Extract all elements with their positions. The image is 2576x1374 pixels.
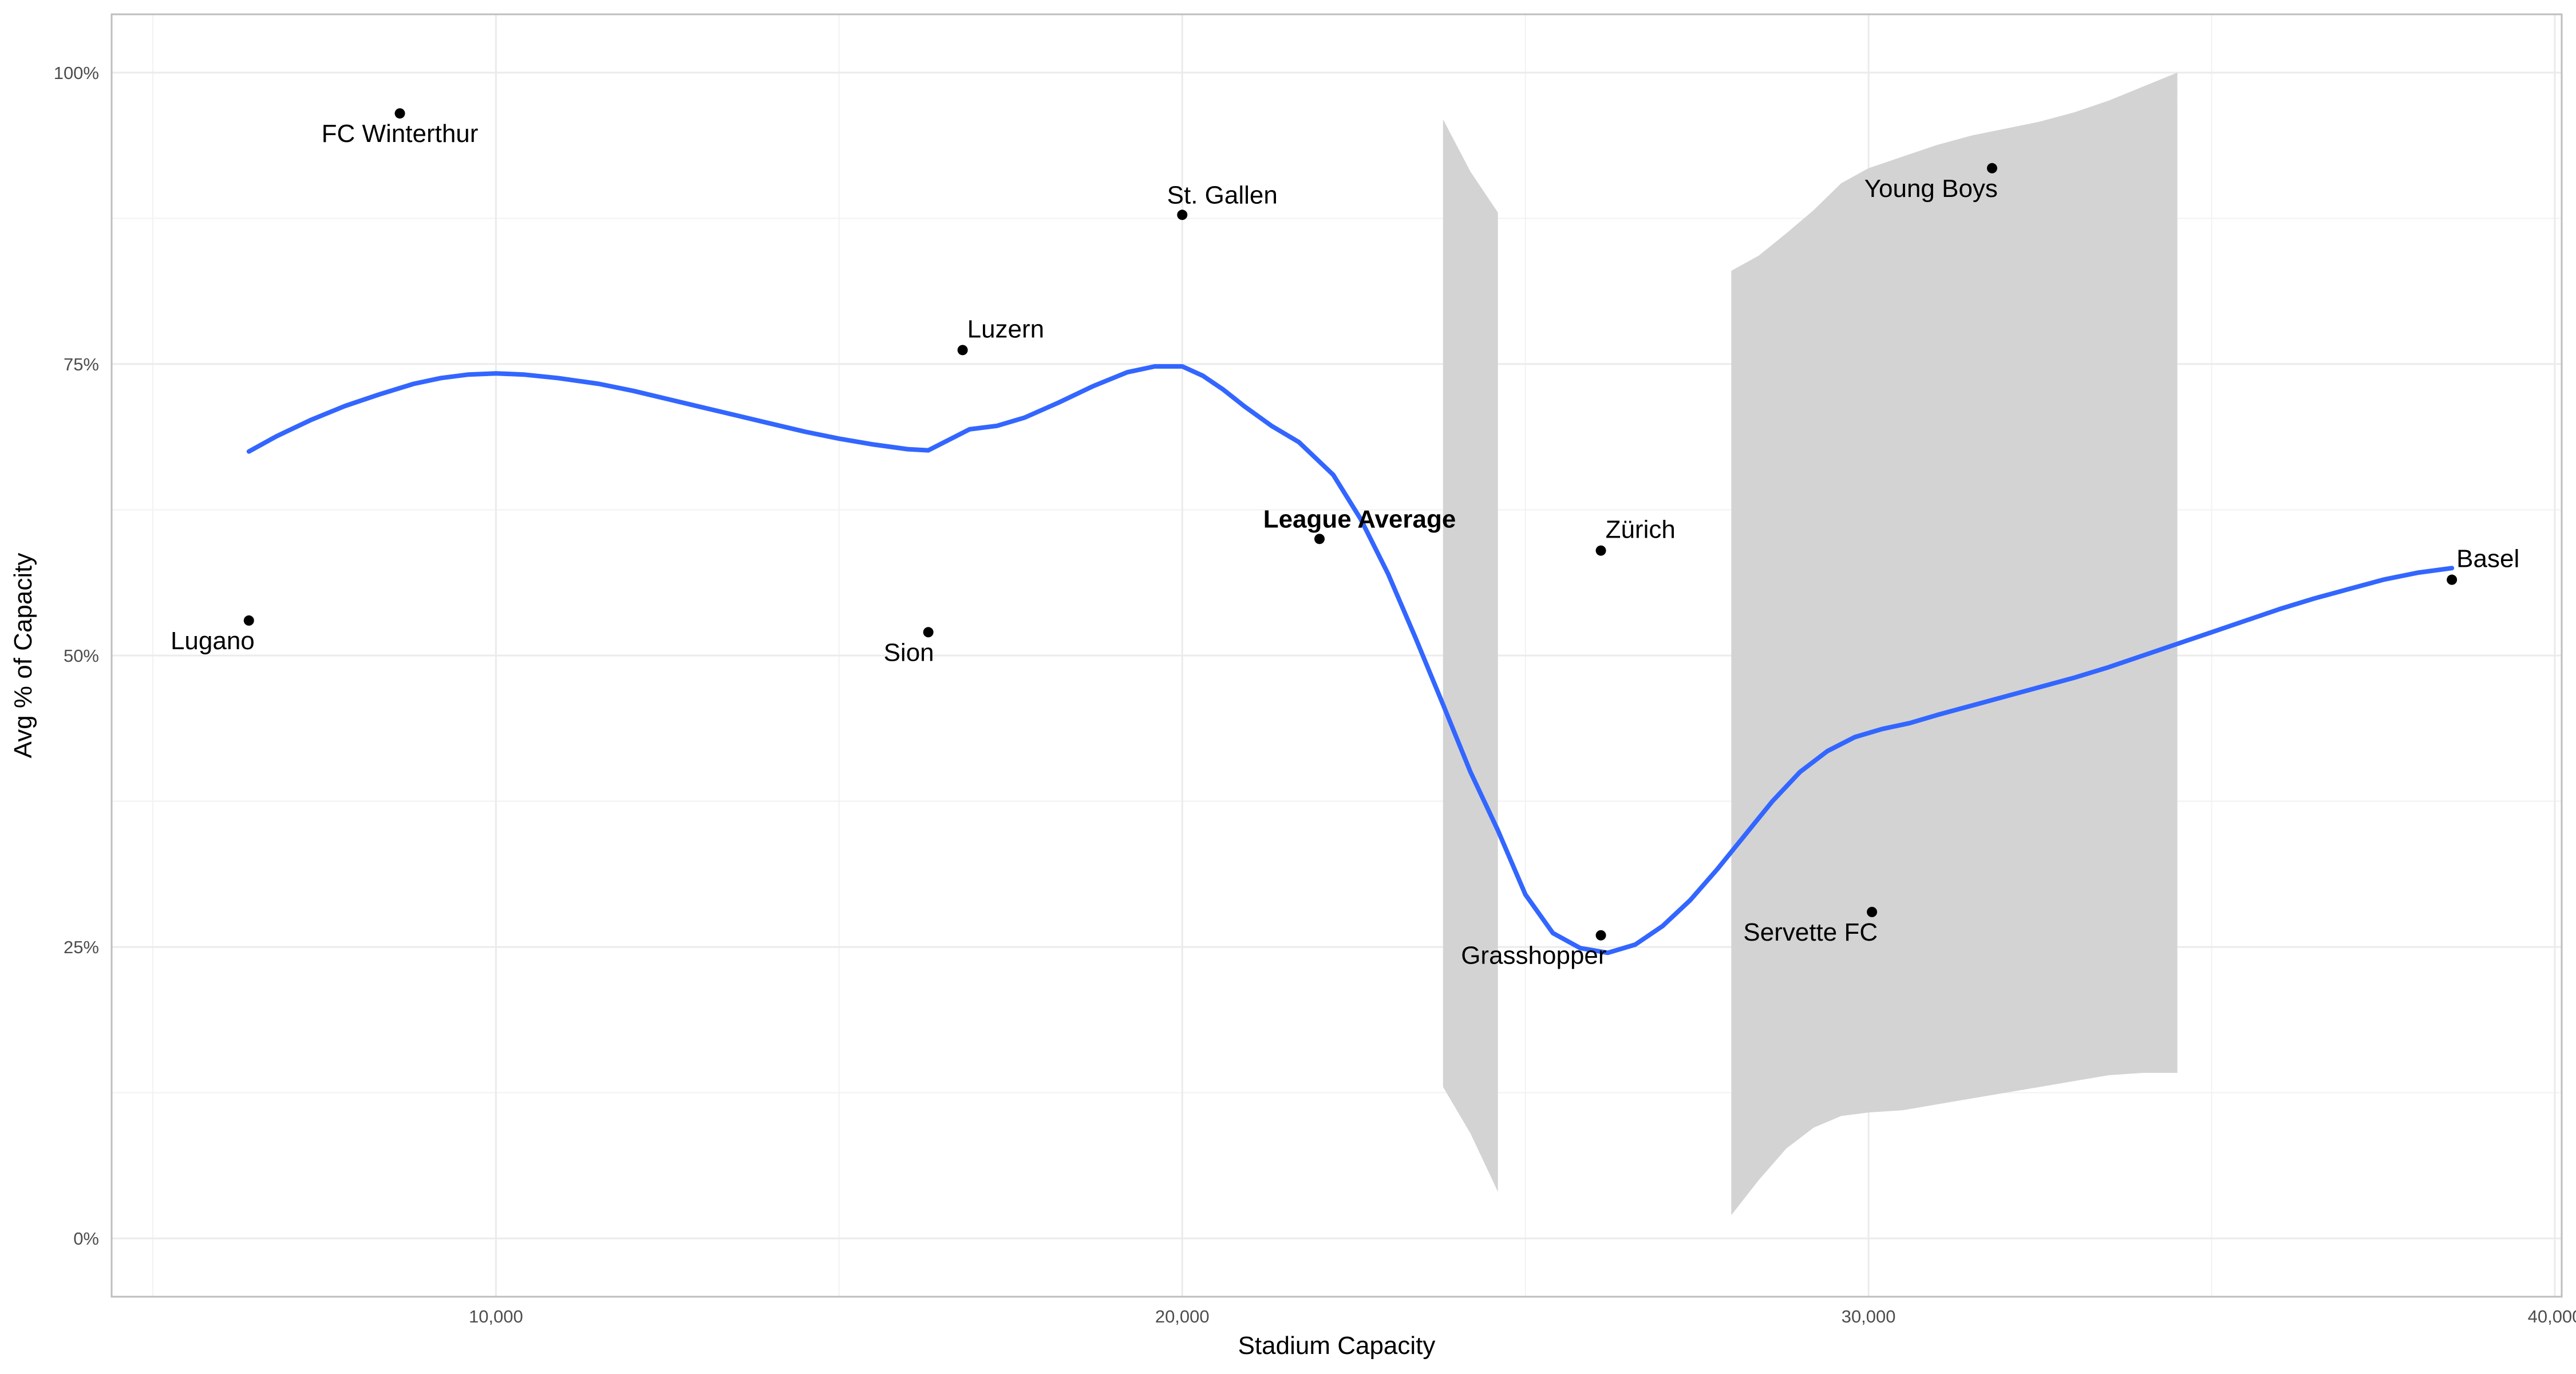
data-point [243,615,254,626]
point-label: Young Boys [1864,175,1998,203]
smooth-series-line [246,364,2455,956]
y-axis-title: Avg % of Capacity [9,553,37,759]
y-tick-label: 25% [64,937,99,957]
data-point [923,627,934,638]
y-axis-ticks: 0% 25% 50% 75% 100% [54,63,99,1249]
x-axis-title: Stadium Capacity [1238,1332,1436,1360]
point-label: Zürich [1606,516,1676,544]
point-label: St. Gallen [1167,181,1278,209]
plot-panel-border [110,13,2563,1298]
data-point [2447,574,2458,585]
x-tick-label: 40,000 [2528,1306,2576,1326]
y-tick-label: 100% [54,63,99,83]
y-tick-label: 75% [64,354,99,374]
point-label: Servette FC [1743,918,1878,946]
point-label: Grasshopper [1461,942,1606,970]
confidence-ribbon [1731,72,2178,1215]
data-point [1595,930,1606,941]
confidence-ribbon [1443,119,1498,1192]
point-label: Sion [884,638,934,666]
point-label: Lugano [171,627,255,655]
data-point [394,108,405,119]
point-label: FC Winterthur [322,120,479,148]
x-tick-label: 20,000 [1155,1306,1210,1326]
y-tick-label: 50% [64,646,99,666]
point-label: Luzern [967,315,1045,343]
x-tick-label: 30,000 [1842,1306,1896,1326]
data-point [1177,210,1188,220]
data-points [243,108,2458,941]
data-point [957,345,968,356]
y-tick-label: 0% [73,1229,99,1249]
data-point [1314,534,1325,544]
x-tick-label: 10,000 [469,1306,523,1326]
data-point [1867,907,1878,917]
point-labels: Lugano FC Winterthur Sion Luzern St. Gallen L… [171,120,2519,970]
smooth-line [246,364,2455,956]
point-label: Basel [2456,545,2519,573]
data-point [1986,163,1997,173]
x-axis-ticks: 10,000 20,000 30,000 40,000 [469,1306,2576,1326]
data-point [1595,545,1606,556]
point-label: League Average [1263,505,1456,533]
confidence-ribbons [1443,72,2178,1215]
grid-minor [112,14,2562,1297]
